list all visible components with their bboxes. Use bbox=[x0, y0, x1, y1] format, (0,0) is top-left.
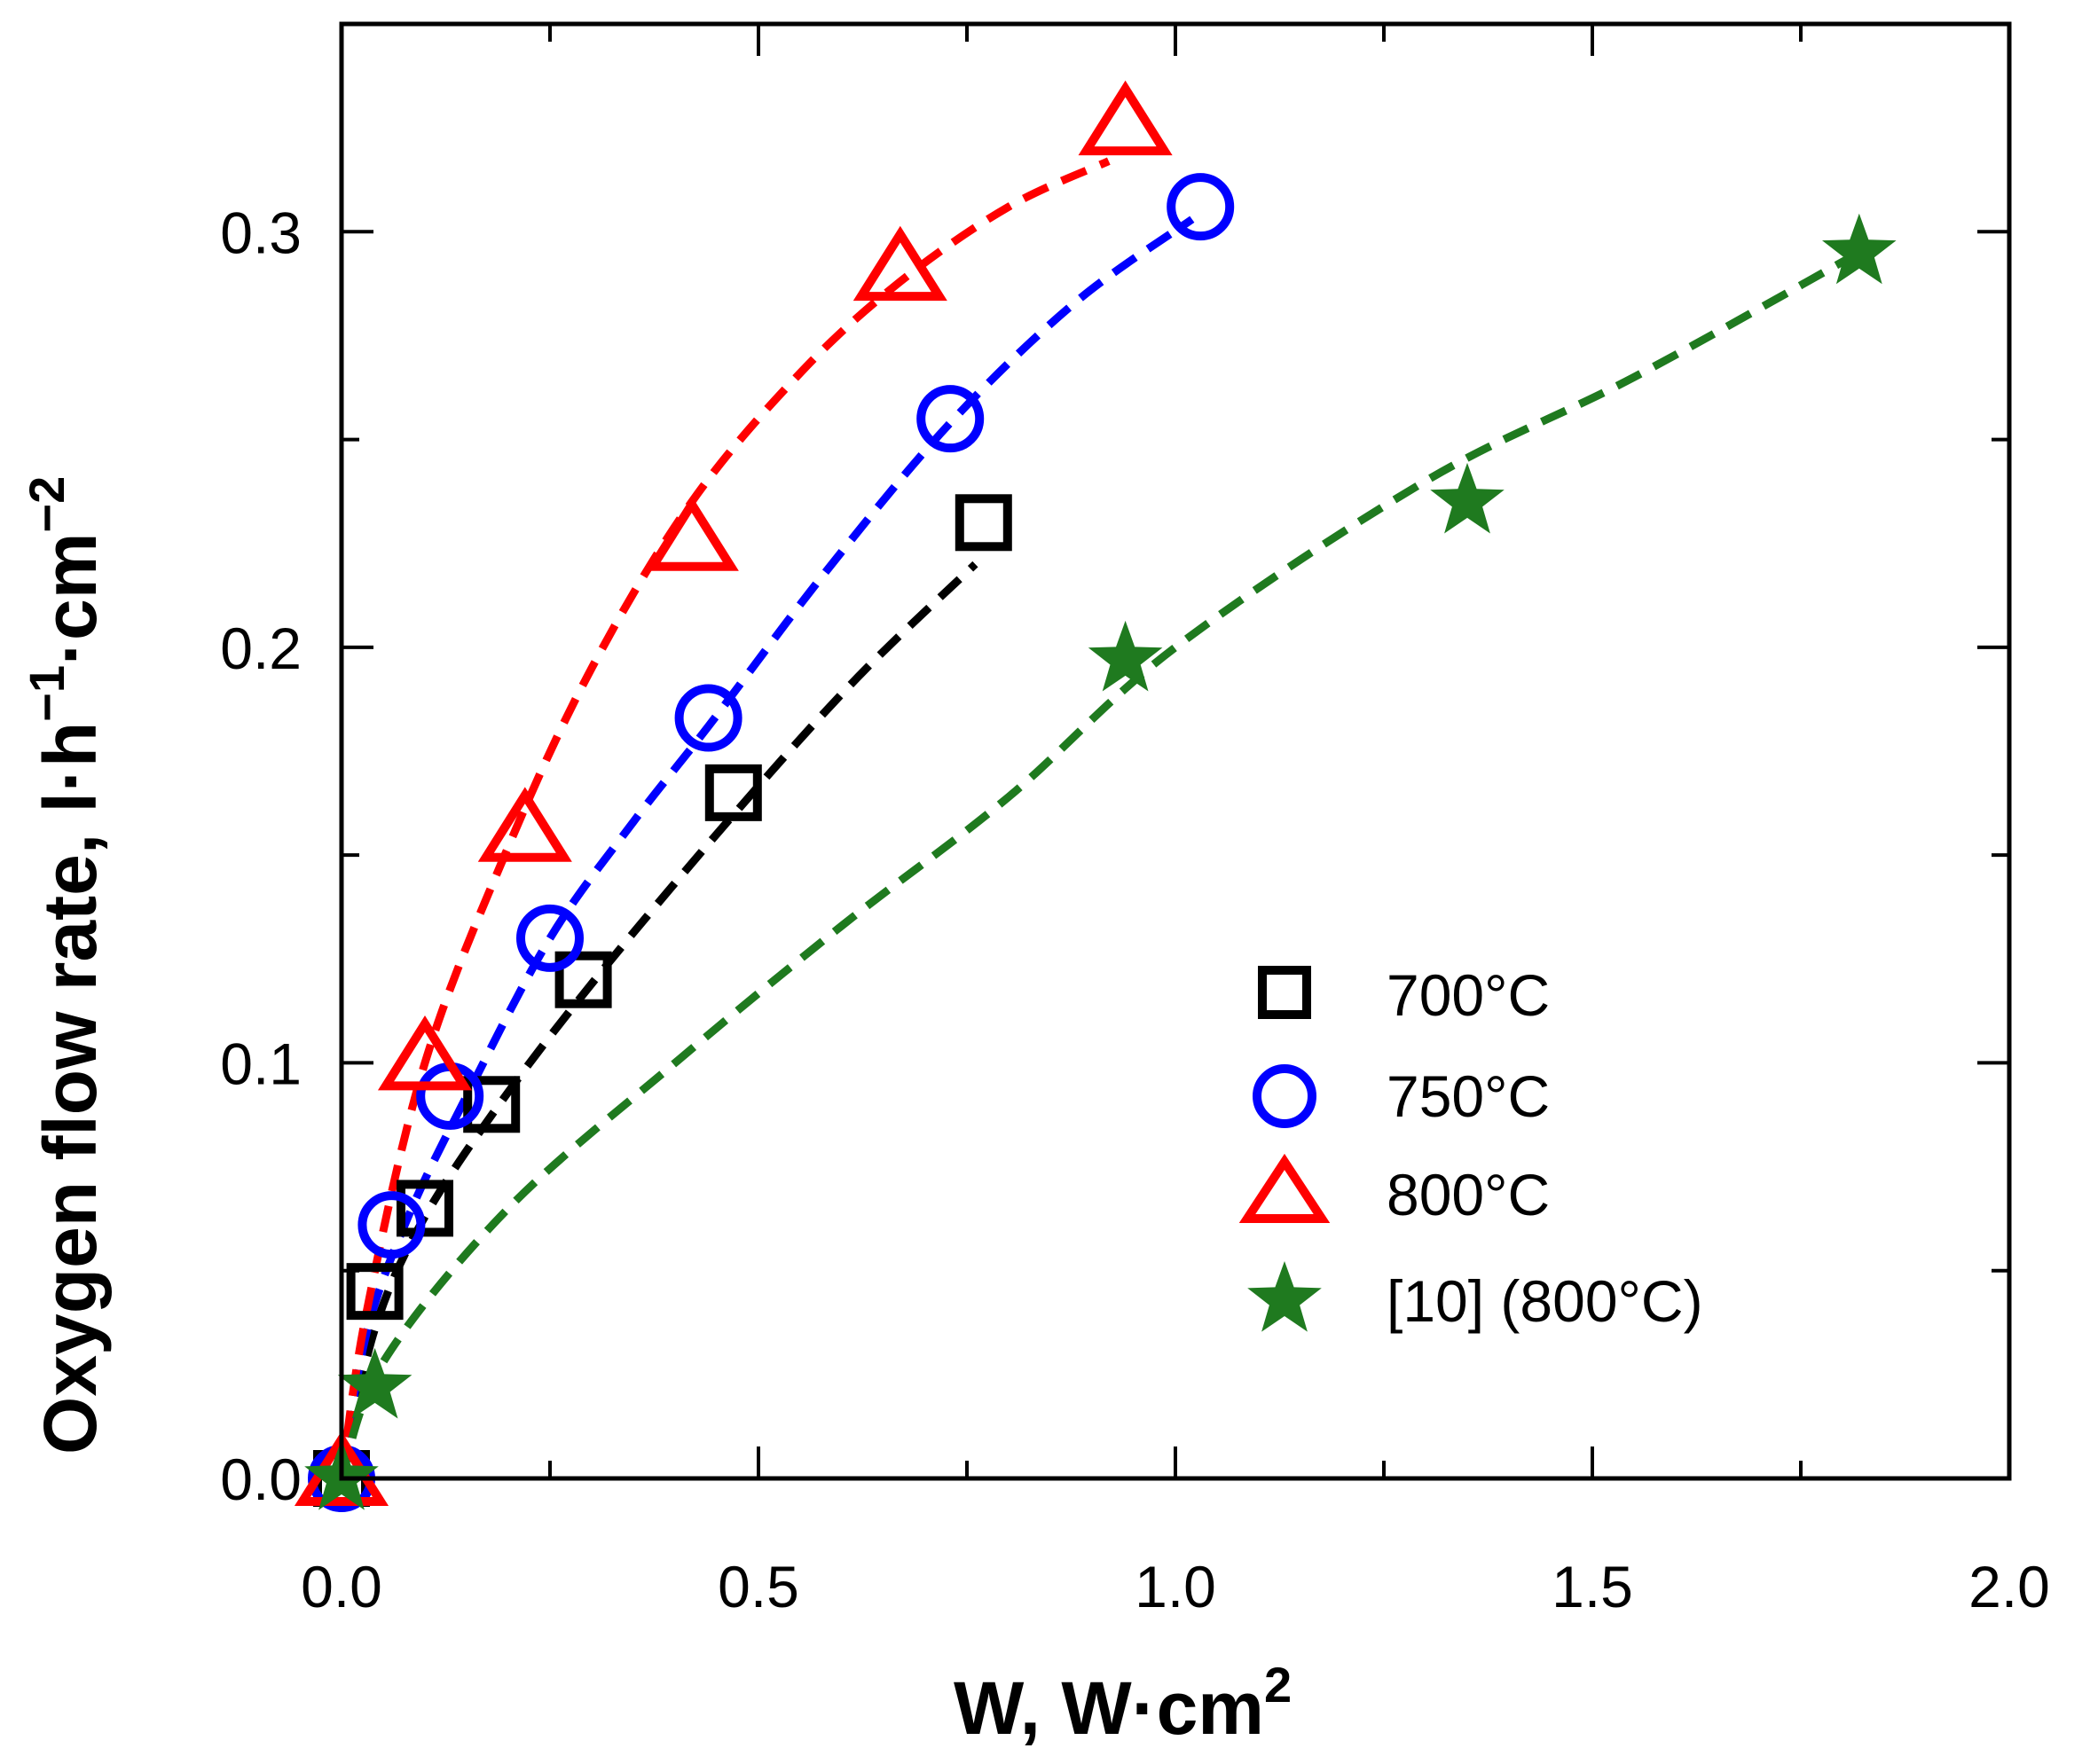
y-tick-label: 0.1 bbox=[220, 1031, 302, 1096]
data-point-series-2 bbox=[477, 787, 572, 862]
legend-marker-700 bbox=[1258, 966, 1311, 1019]
legend-marker-750 bbox=[1253, 1064, 1316, 1128]
y-axis-title-mid: ·cm bbox=[28, 533, 112, 665]
data-point-series-2 bbox=[1078, 80, 1173, 156]
legend-label-ref10: [10] (800°C) bbox=[1387, 1268, 1703, 1334]
x-axis-title: W, W·cm2 bbox=[954, 1657, 1292, 1750]
legend-label-750: 750°C bbox=[1387, 1063, 1550, 1129]
data-point-series-0 bbox=[554, 951, 612, 1008]
x-tick-label: 1.5 bbox=[1552, 1554, 1633, 1619]
y-tick-label: 0.0 bbox=[220, 1446, 302, 1512]
data-point-series-3 bbox=[1088, 620, 1163, 692]
y-tick-label: 0.3 bbox=[220, 200, 302, 265]
x-axis-title-main: W, W·cm bbox=[954, 1666, 1264, 1750]
x-tick-label: 1.0 bbox=[1135, 1554, 1216, 1619]
data-point-series-1 bbox=[358, 1191, 426, 1259]
data-point-series-0 bbox=[463, 1076, 521, 1133]
data-point-series-1 bbox=[916, 385, 985, 453]
x-tick-label: 2.0 bbox=[1968, 1554, 2050, 1619]
axis-tick-labels: 0.0 0.5 1.0 1.5 2.0 0.0 0.1 0.2 0.3 bbox=[220, 200, 2050, 1619]
y-axis-title-main: Oxygen flow rate, l·h bbox=[28, 722, 112, 1454]
data-point-series-3 bbox=[1822, 213, 1897, 285]
y-axis-title-sup1: −1 bbox=[19, 665, 75, 722]
legend-label-700: 700°C bbox=[1387, 962, 1550, 1028]
data-point-series-2 bbox=[644, 496, 739, 571]
y-axis-title-sup2: −2 bbox=[19, 476, 75, 533]
data-point-series-1 bbox=[674, 684, 742, 752]
legend: 700°C 750°C 800°C [10] (800°C) bbox=[1238, 962, 1703, 1334]
data-point-series-0 bbox=[955, 494, 1012, 552]
data-point-series-1 bbox=[516, 904, 584, 972]
x-tick-label: 0.5 bbox=[718, 1554, 799, 1619]
y-axis-title: Oxygen flow rate, l·h−1·cm−2 bbox=[19, 476, 112, 1454]
x-tick-label: 0.0 bbox=[301, 1554, 382, 1619]
data-point-series-1 bbox=[1167, 173, 1235, 241]
data-point-series-2 bbox=[377, 1015, 473, 1091]
fit-curve-series-3 bbox=[337, 248, 1861, 1480]
fit-curve-series-0 bbox=[337, 561, 978, 1479]
x-axis-title-sup: 2 bbox=[1264, 1657, 1292, 1713]
data-point-series-3 bbox=[337, 1347, 412, 1419]
axis-ticks bbox=[340, 22, 2011, 1480]
data-point-series-0 bbox=[704, 764, 762, 821]
data-point-series-0 bbox=[397, 1180, 453, 1237]
fit-curve-series-2 bbox=[337, 157, 1111, 1479]
data-point-series-0 bbox=[346, 1263, 404, 1321]
data-point-series-3 bbox=[1430, 462, 1505, 534]
legend-marker-ref10 bbox=[1247, 1261, 1322, 1332]
legend-marker-800 bbox=[1238, 1153, 1331, 1223]
y-tick-label: 0.2 bbox=[220, 615, 302, 681]
plot-frame bbox=[339, 21, 2012, 1481]
data-point-series-2 bbox=[852, 225, 947, 302]
legend-label-800: 800°C bbox=[1387, 1162, 1550, 1227]
